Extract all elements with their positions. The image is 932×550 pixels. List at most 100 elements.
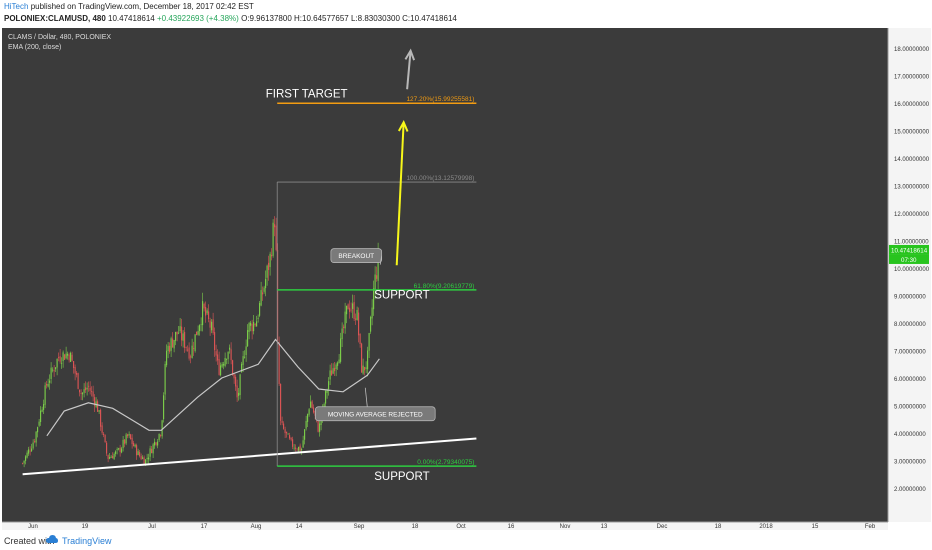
candle-body <box>226 359 228 360</box>
candle-body <box>346 305 348 315</box>
candle-body <box>100 409 102 427</box>
candle-body <box>331 370 333 376</box>
annotation-label: SUPPORT <box>374 289 429 301</box>
candle-body <box>338 359 340 364</box>
candle-body <box>340 338 342 362</box>
candle-body <box>146 458 148 459</box>
candle-body <box>142 457 144 459</box>
candle-body <box>166 350 168 366</box>
candle-body <box>191 345 193 358</box>
candle-body <box>188 347 190 359</box>
candle-body <box>77 373 79 389</box>
candle-body <box>308 409 310 415</box>
candle-body <box>374 274 376 291</box>
callout-box <box>315 406 436 422</box>
candle-body <box>106 442 108 454</box>
candle-body <box>172 338 174 348</box>
candle-body <box>70 352 72 363</box>
candle-body <box>241 363 243 373</box>
candle-body <box>170 338 172 351</box>
candle-body <box>185 347 187 349</box>
candle-body <box>167 345 169 352</box>
candle-body <box>136 445 138 456</box>
tradingview-link[interactable]: TradingView <box>62 536 112 546</box>
y-tick-label: 6.00000000 <box>894 377 926 383</box>
candle-body <box>317 419 319 432</box>
author-link[interactable]: HiTech <box>4 2 29 11</box>
x-tick-label: 14 <box>296 524 303 530</box>
candle-body <box>254 324 256 326</box>
candle-body <box>151 448 153 454</box>
candle-body <box>59 356 61 362</box>
x-tick-label: Jul <box>148 524 156 530</box>
candle-body <box>278 342 280 384</box>
candle-body <box>358 312 360 336</box>
candle-body <box>301 448 303 451</box>
candle-body <box>53 370 55 372</box>
candle-body <box>82 392 84 395</box>
candle-body <box>329 370 331 380</box>
x-tick-label: Sep <box>354 524 365 530</box>
candle-body <box>305 420 307 429</box>
candle-body <box>236 385 238 398</box>
candle-body <box>341 328 343 340</box>
candle-body <box>47 383 49 387</box>
candle-body <box>35 431 37 443</box>
candle-body <box>190 356 192 358</box>
legend-symbol: CLAMS / Dollar, 480, POLONIEX <box>8 34 111 41</box>
y-tick-label: 7.00000000 <box>894 350 926 356</box>
fib-label: 0.00%(2.79340075) <box>417 459 474 466</box>
candle-body <box>161 420 163 437</box>
candle-body <box>307 414 309 422</box>
target-arrowhead <box>397 119 409 132</box>
candle-body <box>229 347 231 350</box>
x-tick-label: Feb <box>865 524 876 530</box>
y-tick-label: 12.00000000 <box>894 212 930 218</box>
candle-body <box>134 444 136 447</box>
plot-area <box>2 28 888 522</box>
candle-body <box>335 364 337 370</box>
x-tick-label: 15 <box>812 524 819 530</box>
candle-body <box>131 437 133 445</box>
candle-body <box>23 460 25 464</box>
price-chart[interactable]: 2.00000000 3.00000000 4.00000000 5.00000000… <box>0 26 932 530</box>
candle-body <box>76 372 78 375</box>
candle-body <box>32 442 34 449</box>
cloud-icon <box>46 535 58 543</box>
candle-body <box>67 353 69 356</box>
candle-body <box>38 421 40 426</box>
candle-body <box>281 421 283 423</box>
candle-body <box>328 381 330 390</box>
candle-body <box>224 357 226 366</box>
y-tick-label: 4.00000000 <box>894 432 926 438</box>
y-tick-label: 11.00000000 <box>894 240 929 246</box>
candle-body <box>310 401 312 408</box>
symbol-label: POLONIEX:CLAMUSD, 480 <box>4 14 106 23</box>
candle-body <box>353 302 355 319</box>
candle-body <box>49 380 51 383</box>
last-price: 10.47418614 <box>108 14 155 23</box>
callout-label: BREAKOUT <box>338 253 374 260</box>
low-value: L:8.83030300 <box>350 14 400 23</box>
candle-body <box>217 354 219 361</box>
candle-body <box>103 433 105 435</box>
candle-body <box>62 352 64 362</box>
target-arrow <box>395 122 405 266</box>
candle-body <box>178 332 180 334</box>
candle-body <box>200 323 202 325</box>
candle-body <box>299 445 301 451</box>
last-price-tag-label: 10.47418614 <box>891 247 928 254</box>
candle-body <box>274 224 276 228</box>
candle-body <box>122 439 124 449</box>
candle-body <box>40 410 42 422</box>
candle-body <box>233 374 235 379</box>
candle-body <box>248 323 250 332</box>
candle-body <box>50 367 52 379</box>
x-tick-label: 18 <box>715 524 722 530</box>
candle-body <box>163 395 165 420</box>
candle-body <box>154 441 156 446</box>
ema-line <box>46 338 380 437</box>
candle-body <box>296 449 298 451</box>
candle-body <box>119 447 121 453</box>
candle-body <box>256 321 258 327</box>
